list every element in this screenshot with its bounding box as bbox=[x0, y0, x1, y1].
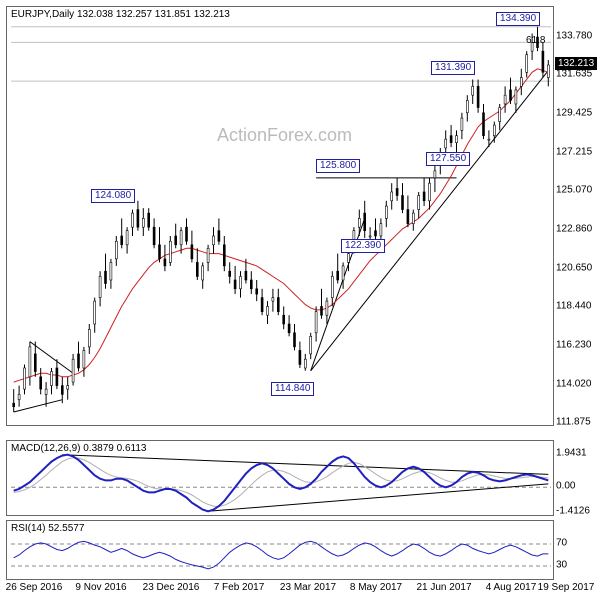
price-y-tick: 120.650 bbox=[556, 262, 592, 273]
price-y-tick: 133.780 bbox=[556, 31, 592, 42]
price-y-tick: 127.215 bbox=[556, 146, 592, 157]
macd-y-tick: 0.00 bbox=[556, 481, 598, 492]
macd-y-tick: -1.4126 bbox=[556, 505, 598, 516]
price-y-tick: 129.425 bbox=[556, 108, 592, 119]
price-annotation: 134.390 bbox=[496, 12, 540, 26]
rsi-y-tick: 30 bbox=[556, 560, 598, 571]
x-tick: 26 Sep 2016 bbox=[6, 582, 63, 600]
rsi-panel: RSI(14) 52.5577 bbox=[6, 520, 554, 580]
macd-y-tick: 1.9431 bbox=[556, 447, 598, 458]
price-y-tick: 118.440 bbox=[556, 301, 591, 312]
macd-svg bbox=[7, 441, 555, 517]
x-tick: 4 Aug 2017 bbox=[486, 582, 537, 600]
price-annotation: 124.080 bbox=[91, 189, 135, 203]
price-annotation: 131.390 bbox=[431, 61, 475, 75]
x-tick: 8 May 2017 bbox=[350, 582, 402, 600]
price-y-tick: 116.230 bbox=[556, 340, 591, 351]
price-annotation: 127.550 bbox=[426, 152, 470, 166]
price-annotation: 125.800 bbox=[316, 159, 360, 173]
x-tick: 7 Feb 2017 bbox=[214, 582, 265, 600]
macd-panel: MACD(12,26,9) 0.3879 0.6113 bbox=[6, 440, 554, 516]
price-y-tick: 125.070 bbox=[556, 184, 592, 195]
rsi-y-tick: 70 bbox=[556, 538, 598, 549]
price-y-tick: 111.875 bbox=[556, 417, 591, 428]
price-y-tick: 131.635 bbox=[556, 69, 592, 80]
rsi-svg bbox=[7, 521, 555, 581]
price-annotation: 122.390 bbox=[341, 239, 385, 253]
price-y-tick: 114.020 bbox=[556, 379, 591, 390]
x-tick: 19 Sep 2017 bbox=[538, 582, 595, 600]
x-tick: 23 Mar 2017 bbox=[280, 582, 336, 600]
x-tick: 21 Jun 2017 bbox=[416, 582, 471, 600]
price-annotation: 114.840 bbox=[271, 382, 314, 396]
fib-label: 61.8 bbox=[526, 35, 545, 46]
x-tick: 23 Dec 2016 bbox=[143, 582, 200, 600]
current-price-box: 132.213 bbox=[555, 57, 597, 70]
price-y-tick: 122.860 bbox=[556, 223, 592, 234]
x-tick: 9 Nov 2016 bbox=[75, 582, 126, 600]
